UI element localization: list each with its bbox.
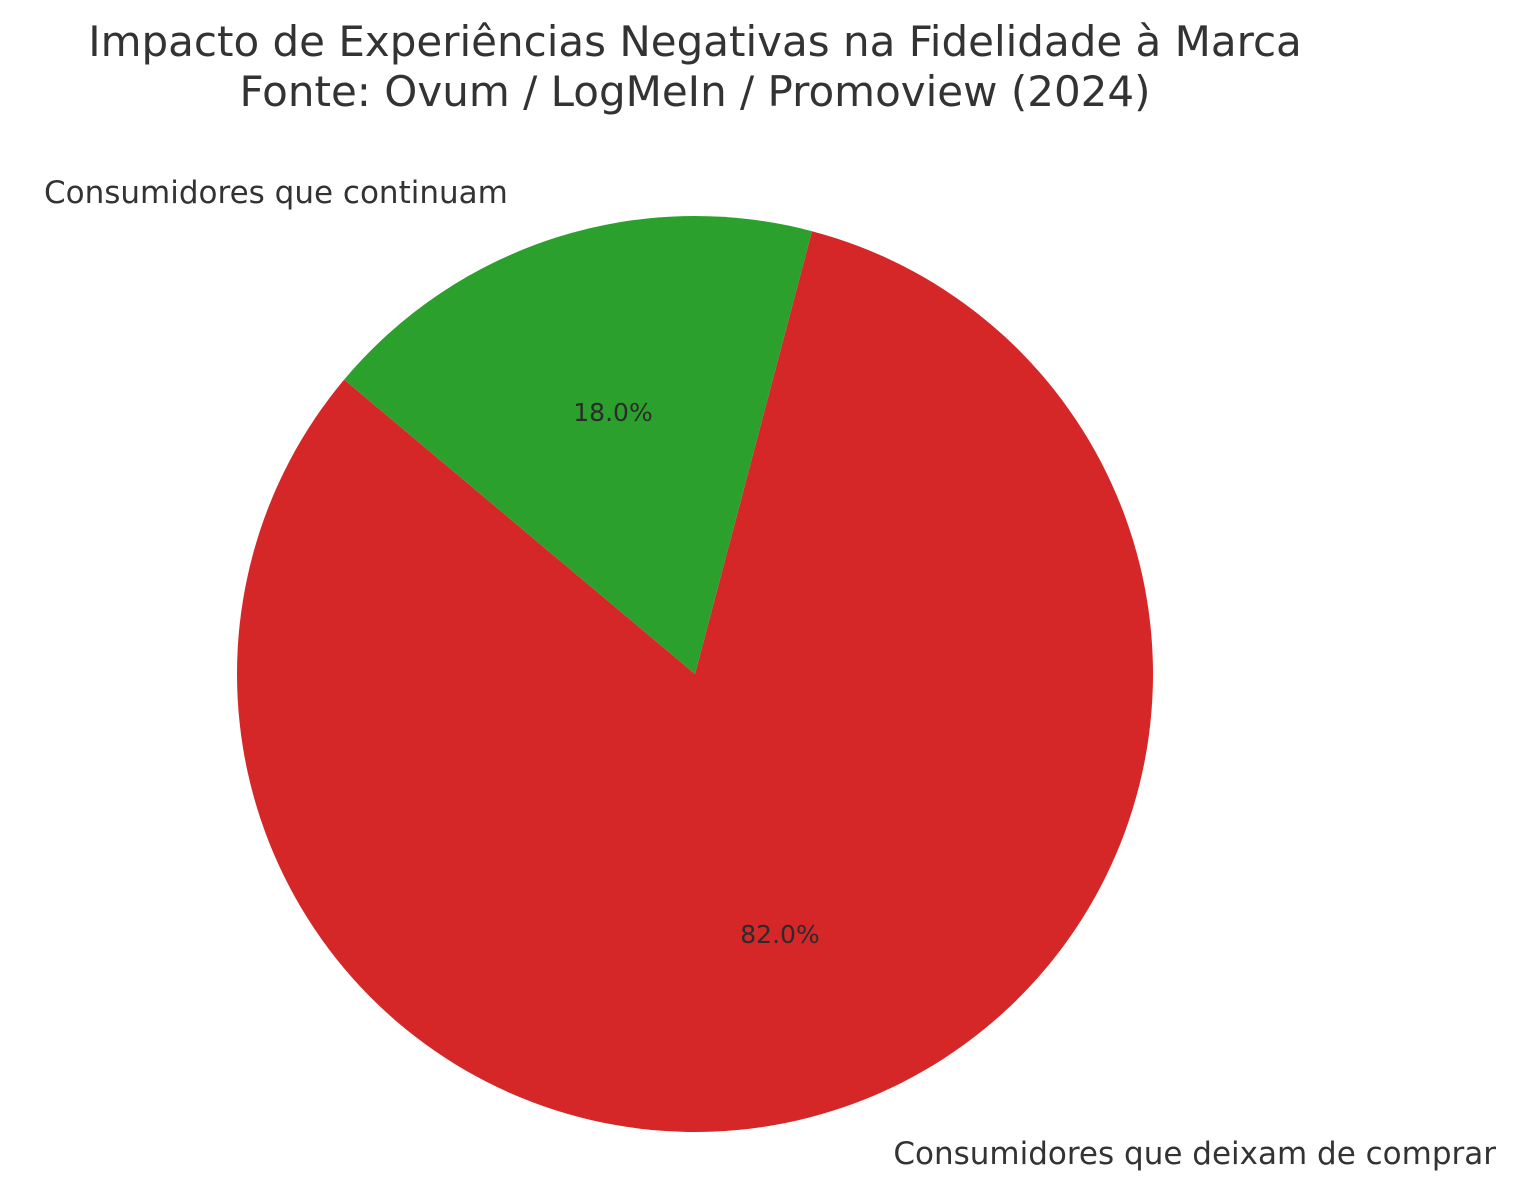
- pie-slice-deixam: [236, 231, 1153, 1132]
- chart-title: Impacto de Experiências Negativas na Fid…: [88, 17, 1302, 66]
- pie-slices: [236, 215, 1153, 1132]
- slice-label-deixam: Consumidores que deixam de comprar: [893, 1136, 1496, 1172]
- slice-label-continuam: Consumidores que continuam: [44, 175, 508, 211]
- slice-value-deixam: 82.0%: [740, 920, 819, 949]
- slice-value-continuam: 18.0%: [573, 398, 652, 427]
- chart-subtitle: Fonte: Ovum / LogMeIn / Promoview (2024): [240, 67, 1151, 116]
- pie-slice-continuam: [344, 215, 812, 674]
